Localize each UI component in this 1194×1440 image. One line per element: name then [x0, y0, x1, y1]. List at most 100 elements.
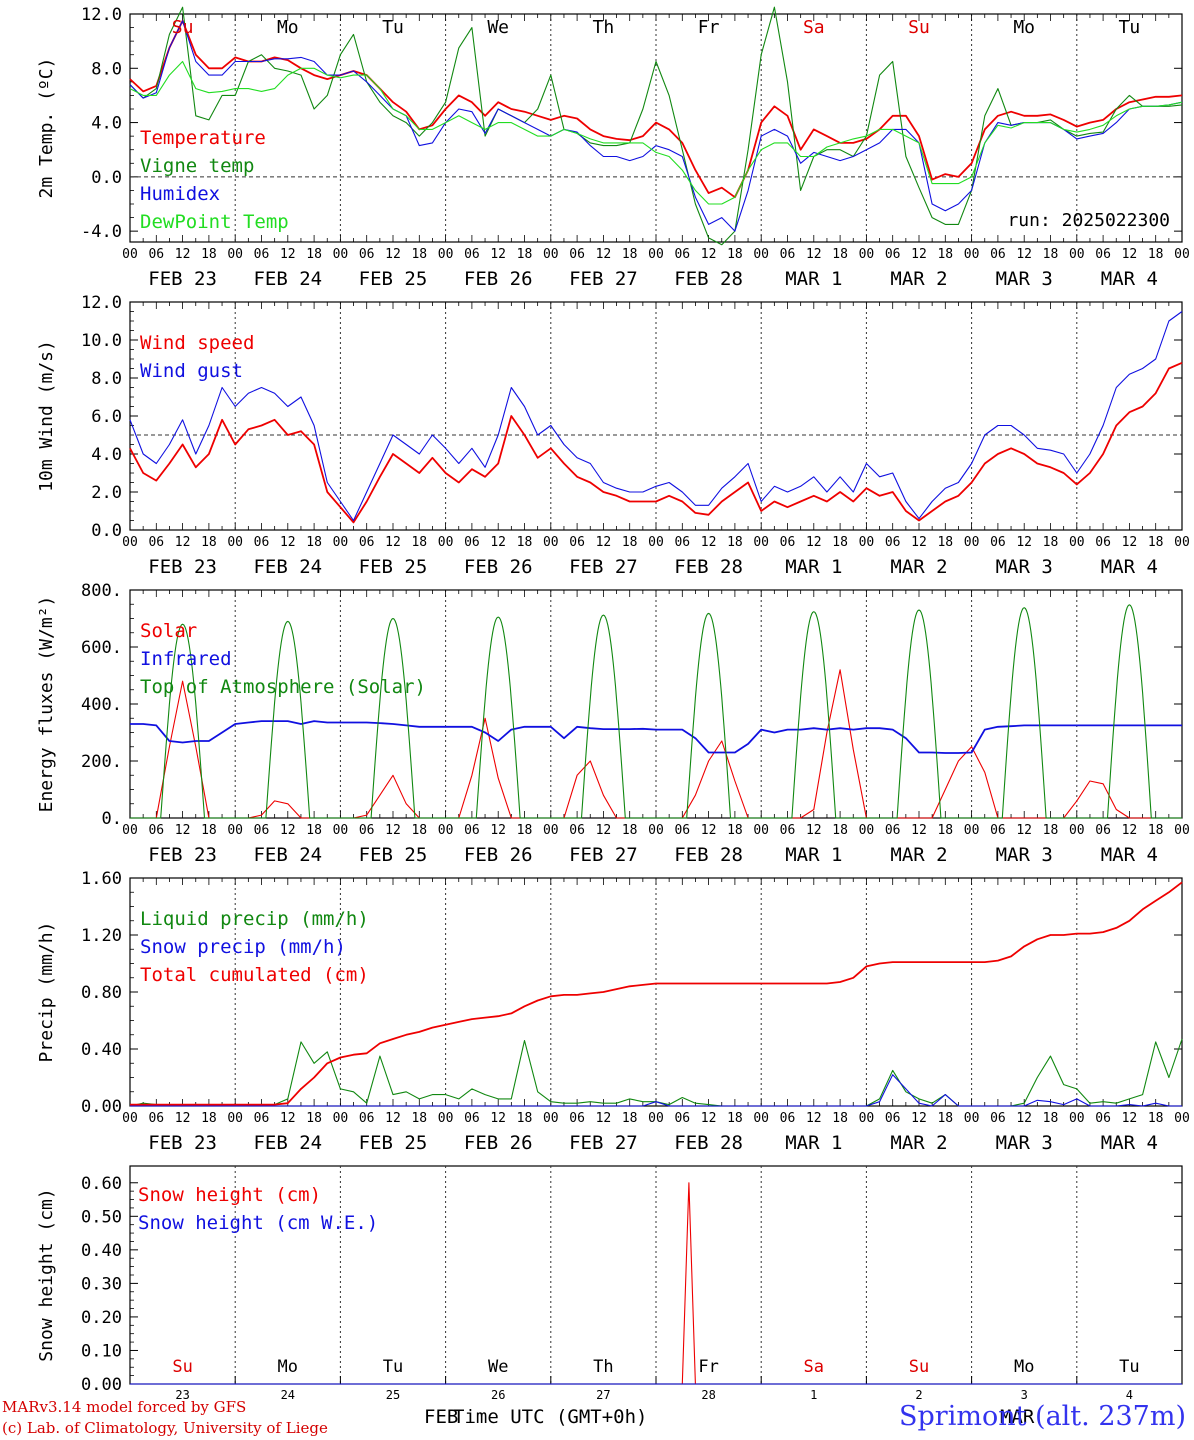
date-label: FEB 26: [464, 1132, 533, 1154]
hour-tick-label: 00: [648, 823, 664, 838]
hour-tick-label: 00: [648, 247, 664, 262]
panel-5: 0.60 0.50 0.40 0.30 0.20 0.10 0.00 Snow height …: [36, 1165, 1183, 1402]
legend-entry: Top of Atmosphere (Solar): [140, 676, 426, 698]
hour-tick-label: 00: [859, 247, 875, 262]
hour-tick-label: 12: [596, 823, 612, 838]
hour-tick-label: 06: [780, 1111, 796, 1126]
y-tick-label: 0.00: [81, 1375, 122, 1395]
hour-tick-label: 00: [1174, 823, 1190, 838]
date-label: MAR 1: [785, 1132, 842, 1154]
hour-tick-label: 18: [832, 535, 848, 550]
hour-tick-label: 12: [280, 823, 296, 838]
hour-tick-label: 12: [490, 1111, 506, 1126]
hour-tick-label: 06: [254, 1111, 270, 1126]
date-label: FEB 25: [359, 556, 428, 578]
hour-tick-label: 06: [148, 535, 164, 550]
date-label: FEB 27: [569, 1132, 638, 1154]
hour-tick-label: 12: [701, 823, 717, 838]
hour-tick-label: 12: [1016, 823, 1032, 838]
hour-tick-label: 18: [1043, 1111, 1059, 1126]
hour-tick-label: 12: [806, 247, 822, 262]
date-label: MAR 1: [785, 556, 842, 578]
date-label: MAR 4: [1101, 1132, 1158, 1154]
plot-frame: [129, 301, 1183, 531]
y-tick-label: 0.00: [81, 1097, 122, 1117]
legend-entry: Snow precip (mm/h): [140, 936, 346, 958]
hour-tick-label: 12: [911, 823, 927, 838]
series-group: [129, 6, 1183, 246]
hour-tick-label: 12: [490, 247, 506, 262]
y-tick-label: 6.0: [91, 407, 122, 427]
y-tick-label: 0.10: [81, 1341, 122, 1361]
date-label: FEB 28: [674, 556, 743, 578]
hour-tick-label: 00: [227, 247, 243, 262]
hour-tick-label: 12: [175, 535, 191, 550]
y-tick-label: 2.0: [91, 483, 122, 503]
date-label: FEB 28: [674, 268, 743, 290]
legend-entry: Liquid precip (mm/h): [140, 908, 369, 930]
hour-tick-label: 18: [306, 1111, 322, 1126]
hour-tick-label: 18: [517, 535, 533, 550]
hour-tick-label: 06: [359, 823, 375, 838]
y-tick-label: 0.60: [81, 1174, 122, 1194]
hour-tick-label: 18: [832, 1111, 848, 1126]
hour-tick-label: 18: [1043, 247, 1059, 262]
hour-tick-label: 12: [280, 535, 296, 550]
date-label: FEB 27: [569, 556, 638, 578]
y-tick-label: 0.20: [81, 1308, 122, 1328]
y-tick-label: 0.80: [81, 983, 122, 1003]
date-label: MAR 3: [996, 268, 1053, 290]
date-label: FEB 25: [359, 268, 428, 290]
hour-tick-label: 00: [964, 535, 980, 550]
y-tick-label: 600.: [81, 638, 122, 658]
weekday-label: Sa: [803, 17, 825, 38]
series-line-2: [130, 720, 1182, 754]
hour-tick-label: 00: [333, 535, 349, 550]
date-label: MAR 4: [1101, 844, 1158, 866]
hour-tick-label: 06: [569, 1111, 585, 1126]
hour-tick-label: 18: [306, 823, 322, 838]
day-number-label: 23: [175, 1388, 189, 1402]
date-label: MAR 3: [996, 844, 1053, 866]
hour-tick-label: 00: [543, 535, 559, 550]
hour-tick-label: 00: [1069, 535, 1085, 550]
hour-tick-label: 18: [201, 247, 217, 262]
day-number-label: 1: [810, 1388, 817, 1402]
weekday-label: Mo: [277, 17, 299, 38]
day-number-label: 24: [281, 1388, 295, 1402]
hour-tick-label: 06: [569, 823, 585, 838]
hour-tick-label: 06: [674, 247, 690, 262]
hour-tick-label: 12: [1016, 1111, 1032, 1126]
weekday-label: Mo: [1014, 1357, 1034, 1377]
hour-tick-label: 06: [674, 535, 690, 550]
weekday-label: Su: [909, 1357, 929, 1377]
hour-tick-label: 12: [911, 247, 927, 262]
series-line-3: [129, 20, 1183, 232]
hour-tick-label: 18: [622, 1111, 638, 1126]
hour-tick-label: 12: [490, 535, 506, 550]
hour-tick-label: 18: [1043, 535, 1059, 550]
hour-tick-label: 12: [1122, 823, 1138, 838]
hour-tick-label: 00: [753, 823, 769, 838]
hour-tick-label: 00: [648, 1111, 664, 1126]
hour-tick-label: 00: [122, 1111, 138, 1126]
hour-tick-label: 18: [411, 247, 427, 262]
hour-tick-label: 06: [359, 247, 375, 262]
date-label: FEB 23: [148, 556, 217, 578]
y-axis-title: 2m Temp. (ºC): [36, 58, 57, 199]
model-credit: MARv3.14 model forced by GFS: [2, 1398, 247, 1416]
hour-tick-label: 06: [885, 823, 901, 838]
hour-tick-label: 06: [990, 535, 1006, 550]
hour-tick-label: 06: [254, 535, 270, 550]
hour-tick-label: 00: [227, 823, 243, 838]
y-axis-title: Precip (mm/h): [36, 922, 57, 1063]
hour-tick-label: 06: [148, 1111, 164, 1126]
weekday-label: Su: [172, 17, 194, 38]
series-line-2: [129, 311, 1183, 522]
panel-3: 800. 600. 400. 200. 0. Energy fluxes (W/m²) So…: [36, 581, 1190, 866]
hour-tick-label: 12: [596, 535, 612, 550]
hour-tick-label: 18: [1148, 535, 1164, 550]
y-tick-label: 12.0: [81, 5, 122, 25]
y-axis-title: Snow height (cm): [36, 1188, 57, 1361]
y-axis-title: 10m Wind (m/s): [36, 340, 57, 492]
